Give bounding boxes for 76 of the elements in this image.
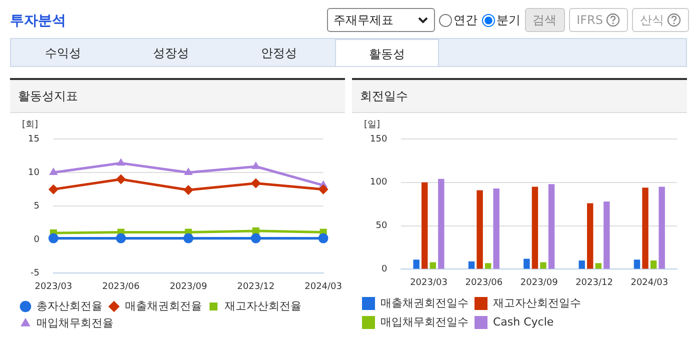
legend-label: 매입채무회전율 <box>36 316 114 330</box>
bar <box>658 186 665 269</box>
bar <box>642 188 648 269</box>
x-tick-label: 2023/06 <box>465 278 503 288</box>
bar <box>532 186 538 269</box>
bar <box>540 262 546 269</box>
legend-label: 재고자산회전일수 <box>493 296 581 310</box>
y-tick-label: 0 <box>34 234 40 245</box>
legend-label: 매출채권회전일수 <box>380 296 468 310</box>
y-axis-title: [일] <box>364 119 380 131</box>
point <box>116 233 126 244</box>
bar <box>587 203 594 269</box>
text: 연간 <box>452 12 478 28</box>
bar <box>430 262 436 269</box>
bar <box>468 261 475 269</box>
y-tick-label: 0 <box>381 264 388 275</box>
y-tick-label: 100 <box>370 178 388 188</box>
point <box>318 184 328 194</box>
x-tick-label: 2023/12 <box>237 282 275 292</box>
text: 주재무제표 <box>334 12 394 28</box>
legend-label: 재고자산회전율 <box>224 299 302 312</box>
bar <box>578 260 585 269</box>
point <box>318 233 328 244</box>
point <box>250 233 261 244</box>
text: IFRS <box>568 8 628 32</box>
legend-label: 매출채권회전율 <box>125 299 202 312</box>
text: 안정성 <box>260 45 298 62</box>
x-tick-label: 2024/03 <box>304 282 342 292</box>
bar <box>548 184 555 269</box>
x-tick-label: 2023/09 <box>170 282 208 292</box>
x-tick-label: 2023/06 <box>102 282 140 292</box>
chart-title: 회전일수 <box>352 80 687 113</box>
text: 분기 <box>496 12 521 28</box>
x-tick-label: 2024/03 <box>630 278 668 288</box>
bar <box>604 201 610 269</box>
text: 투자분석 <box>10 12 66 30</box>
bar <box>595 263 602 269</box>
point <box>183 184 194 195</box>
text: 활동성 <box>335 39 439 66</box>
bar <box>524 258 530 269</box>
legend-label: Cash Cycle <box>493 315 554 328</box>
text: 성장성 <box>152 45 190 62</box>
text: 산식 <box>632 8 689 32</box>
bar <box>413 260 420 269</box>
bar <box>650 260 657 269</box>
point <box>48 233 58 244</box>
legend-label: 매입채무회전일수 <box>380 315 468 328</box>
point <box>184 168 193 176</box>
y-tick-label: 5 <box>34 201 40 212</box>
legend-label: 총자산회전율 <box>36 299 102 312</box>
y-tick-label: 150 <box>370 134 388 144</box>
text: 검색 <box>524 8 565 32</box>
point <box>49 168 58 176</box>
x-tick-label: 2023/12 <box>576 278 613 288</box>
bar <box>634 260 640 269</box>
x-tick-label: 2023/09 <box>520 278 558 288</box>
bar <box>484 263 492 269</box>
point <box>252 162 260 170</box>
bar <box>438 178 444 269</box>
y-tick-label: 10 <box>28 168 40 178</box>
chart-title: 활동성지표 <box>10 80 345 113</box>
bar <box>476 190 483 269</box>
point <box>48 184 58 194</box>
bar <box>493 188 500 269</box>
y-axis-title: [회] <box>22 119 38 131</box>
y-tick-label: -5 <box>30 268 40 279</box>
point <box>116 174 126 184</box>
x-tick-label: 2023/03 <box>34 282 72 292</box>
point <box>183 233 194 244</box>
y-tick-label: 50 <box>376 221 388 232</box>
x-tick-label: 2023/03 <box>410 278 448 288</box>
text: 수익성 <box>44 45 82 62</box>
y-tick-label: 15 <box>28 134 40 144</box>
point <box>250 178 261 188</box>
bar <box>422 182 428 269</box>
point <box>116 158 126 166</box>
